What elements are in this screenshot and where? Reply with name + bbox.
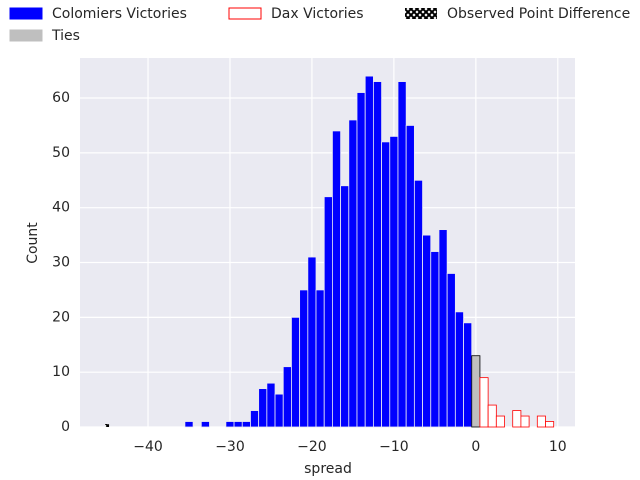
bar (291, 316, 301, 428)
bar (258, 388, 268, 428)
bar (413, 179, 423, 428)
bar (200, 421, 210, 428)
y-tick-label: 30 (52, 255, 70, 271)
bar (487, 404, 497, 428)
bar (266, 382, 276, 428)
x-tick-label: 10 (549, 439, 567, 455)
bar (463, 322, 473, 428)
bar (184, 421, 194, 428)
bar (274, 393, 284, 428)
bar (225, 421, 235, 428)
bar (250, 410, 260, 428)
bar (495, 415, 505, 428)
bar (364, 75, 374, 428)
y-axis-label: Count (25, 222, 41, 264)
bar (307, 256, 317, 428)
bar (389, 136, 399, 428)
x-tick-label: −10 (379, 439, 409, 455)
bar (323, 196, 333, 428)
y-tick-label: 50 (52, 145, 70, 161)
bar (315, 289, 325, 428)
bar (241, 421, 251, 428)
y-tick-label: 0 (61, 419, 70, 435)
y-tick-label: 60 (52, 90, 70, 106)
x-tick-label: −20 (297, 439, 327, 455)
bar (340, 185, 350, 428)
x-tick-label: 0 (471, 439, 480, 455)
legend-label: Colomiers Victories (52, 6, 187, 22)
y-tick-label: 10 (52, 364, 70, 380)
bar (348, 119, 358, 428)
bar (282, 366, 292, 428)
bar (446, 273, 456, 428)
bar (545, 421, 555, 428)
bar (479, 377, 489, 428)
legend-swatch (9, 7, 43, 20)
legend-swatch (9, 29, 43, 42)
legend-label: Observed Point Difference (447, 6, 630, 22)
bar (438, 229, 448, 428)
legend-label: Dax Victories (271, 6, 364, 22)
bar (356, 92, 366, 428)
bar (381, 141, 391, 428)
observed-marker (105, 424, 110, 427)
legend-swatch (228, 7, 262, 20)
bar (422, 234, 432, 428)
bar (372, 81, 382, 428)
x-axis-label: spread (304, 461, 352, 477)
x-tick-label: −40 (133, 439, 163, 455)
bar (430, 251, 440, 428)
bar (299, 289, 309, 428)
legend-swatch (405, 8, 437, 19)
bar (405, 125, 415, 428)
bar (471, 355, 481, 428)
bar (332, 130, 342, 428)
bar (397, 81, 407, 428)
bar (520, 415, 530, 428)
bar (454, 311, 464, 428)
x-tick-label: −30 (215, 439, 245, 455)
bar (536, 415, 546, 428)
y-tick-label: 20 (52, 309, 70, 325)
legend-label: Ties (51, 28, 80, 44)
bar (512, 410, 522, 428)
y-tick-label: 40 (52, 200, 70, 216)
bar (233, 421, 243, 428)
